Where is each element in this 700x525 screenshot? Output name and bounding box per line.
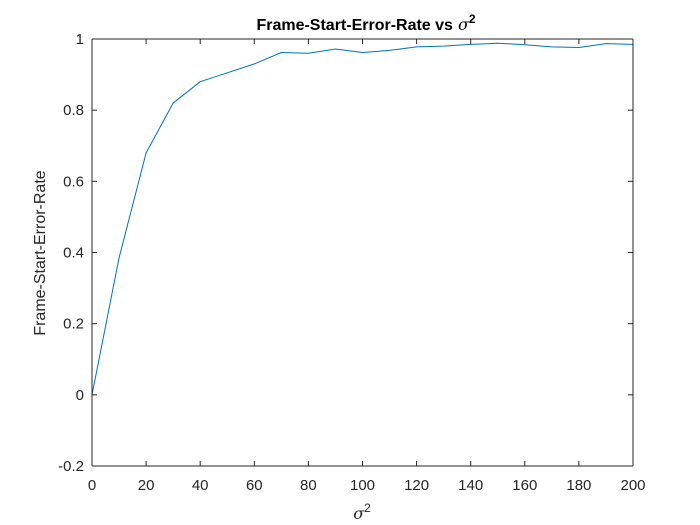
chart-title: Frame-Start-Error-Rate vs σ2 bbox=[256, 12, 475, 34]
y-tick-label: 0.6 bbox=[63, 173, 84, 190]
y-tick-label: 0.8 bbox=[63, 102, 84, 119]
x-tick-label: 80 bbox=[300, 477, 317, 494]
chart-title-sigma: σ bbox=[458, 15, 470, 34]
series-layer bbox=[91, 42, 634, 395]
y-tick-label: 0 bbox=[76, 387, 84, 404]
y-axis-ticks: -0.2 0 0.2 0.4 0.6 0.8 1 bbox=[58, 31, 633, 475]
x-tick-label: 60 bbox=[246, 477, 263, 494]
x-axis-label-exponent: 2 bbox=[364, 501, 371, 515]
y-axis-label: Frame-Start-Error-Rate bbox=[32, 170, 49, 335]
x-tick-label: 180 bbox=[566, 477, 591, 494]
x-tick-label: 40 bbox=[192, 477, 209, 494]
x-axis-label: σ2 bbox=[353, 501, 371, 523]
x-tick-label: 100 bbox=[350, 477, 375, 494]
y-tick-label: 0.2 bbox=[63, 316, 84, 333]
x-tick-label: 120 bbox=[404, 477, 429, 494]
x-axis-ticks: 0 20 40 60 80 100 120 140 160 180 200 bbox=[88, 39, 646, 494]
y-tick-label: 1 bbox=[76, 31, 84, 48]
x-tick-label: 160 bbox=[512, 477, 537, 494]
chart-title-text: Frame-Start-Error-Rate vs bbox=[256, 17, 453, 34]
x-tick-label: 20 bbox=[138, 477, 155, 494]
chart-title-exponent: 2 bbox=[469, 12, 476, 26]
x-tick-label: 200 bbox=[620, 477, 645, 494]
y-tick-label: 0.4 bbox=[63, 245, 84, 262]
x-axis-label-sigma: σ bbox=[353, 504, 365, 523]
series-line-0 bbox=[91, 42, 634, 395]
plot-background bbox=[92, 39, 633, 466]
x-tick-label: 140 bbox=[458, 477, 483, 494]
plot-area bbox=[92, 39, 633, 466]
x-tick-label: 0 bbox=[88, 477, 96, 494]
y-tick-label: -0.2 bbox=[58, 458, 84, 475]
